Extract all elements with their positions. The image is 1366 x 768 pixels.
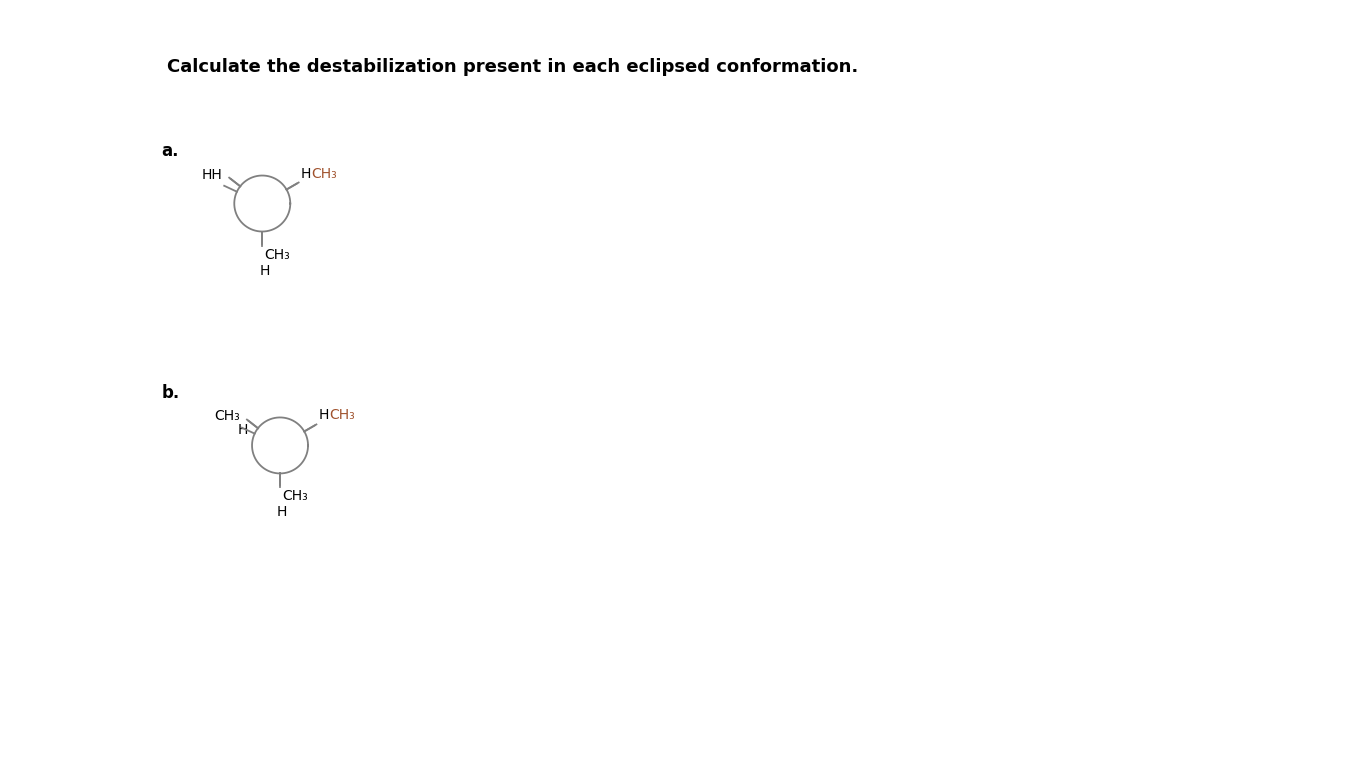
- Text: CH₃: CH₃: [281, 489, 307, 504]
- Text: CH₃: CH₃: [329, 409, 355, 422]
- Text: H: H: [238, 422, 249, 436]
- Text: CH₃: CH₃: [214, 409, 240, 422]
- Text: HH: HH: [201, 167, 223, 182]
- Text: Calculate the destabilization present in each eclipsed conformation.: Calculate the destabilization present in…: [167, 58, 858, 75]
- Text: H: H: [277, 505, 287, 519]
- Text: H: H: [301, 167, 311, 180]
- Text: CH₃: CH₃: [264, 247, 290, 262]
- Text: H: H: [260, 263, 269, 277]
- Text: b.: b.: [161, 384, 179, 402]
- Text: CH₃: CH₃: [311, 167, 337, 180]
- Text: H: H: [318, 409, 329, 422]
- Text: a.: a.: [161, 142, 179, 160]
